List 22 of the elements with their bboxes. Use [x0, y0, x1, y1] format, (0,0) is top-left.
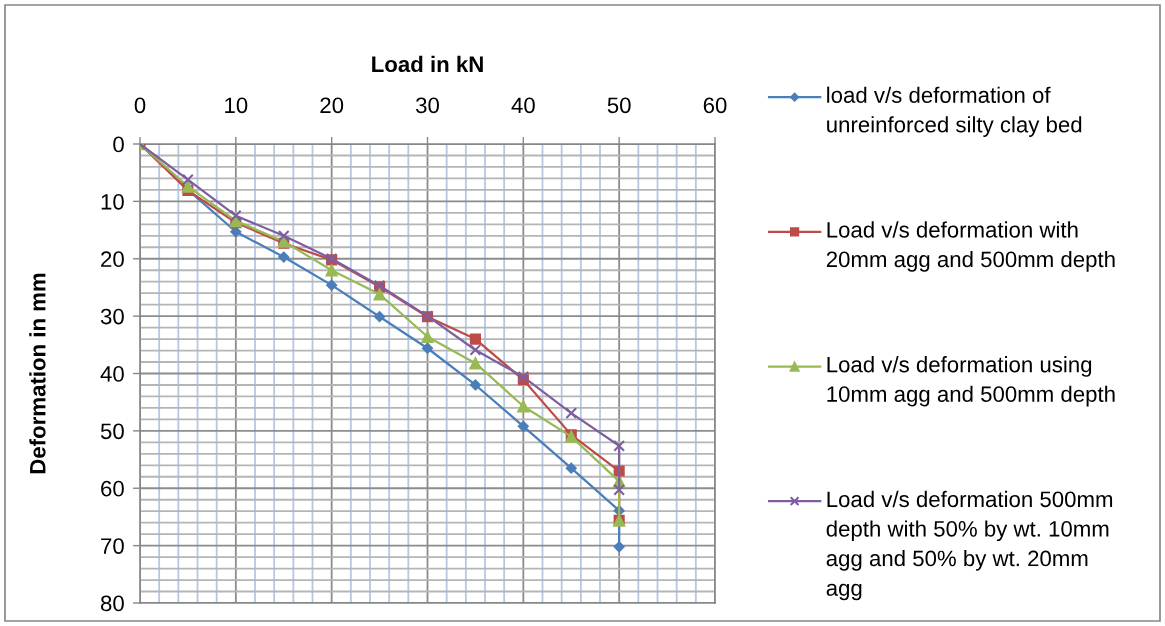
y-tick-label: 10: [101, 193, 124, 210]
y-tick-label: 80: [100, 595, 124, 612]
x-tick-label: 0: [134, 97, 146, 114]
x-tick-label: 50: [607, 97, 631, 114]
y-tick-label: 50: [100, 423, 124, 440]
y-axis-title: Deformation in mm: [29, 273, 46, 474]
x-tick-label: 10: [225, 97, 248, 114]
x-tick-label: 20: [320, 97, 344, 114]
legend-label: Load v/s deformation 500mm depth with 50% by wt. 10mm agg and 50% by wt. 20mm agg: [826, 490, 1113, 601]
y-tick-label: 40: [100, 366, 124, 382]
y-tick-label: 60: [101, 480, 124, 497]
y-tick-label: 0: [113, 136, 124, 153]
legend-label: Load v/s deformation with 20mm agg and 500mm depth: [826, 221, 1115, 272]
legend-label: load v/s deformation of unreinforced silty clay bed: [827, 86, 1082, 137]
legend-label: Load v/s deformation using 10mm agg and 500mm depth: [827, 356, 1115, 407]
x-tick-label: 60: [703, 97, 727, 114]
x-tick-label: 40: [511, 97, 535, 114]
x-axis-title: Load in kN: [372, 55, 483, 73]
y-tick-label: 70: [101, 538, 124, 554]
y-tick-label: 20: [101, 251, 124, 268]
x-tick-label: 30: [415, 97, 439, 114]
y-tick-label: 30: [100, 308, 124, 325]
